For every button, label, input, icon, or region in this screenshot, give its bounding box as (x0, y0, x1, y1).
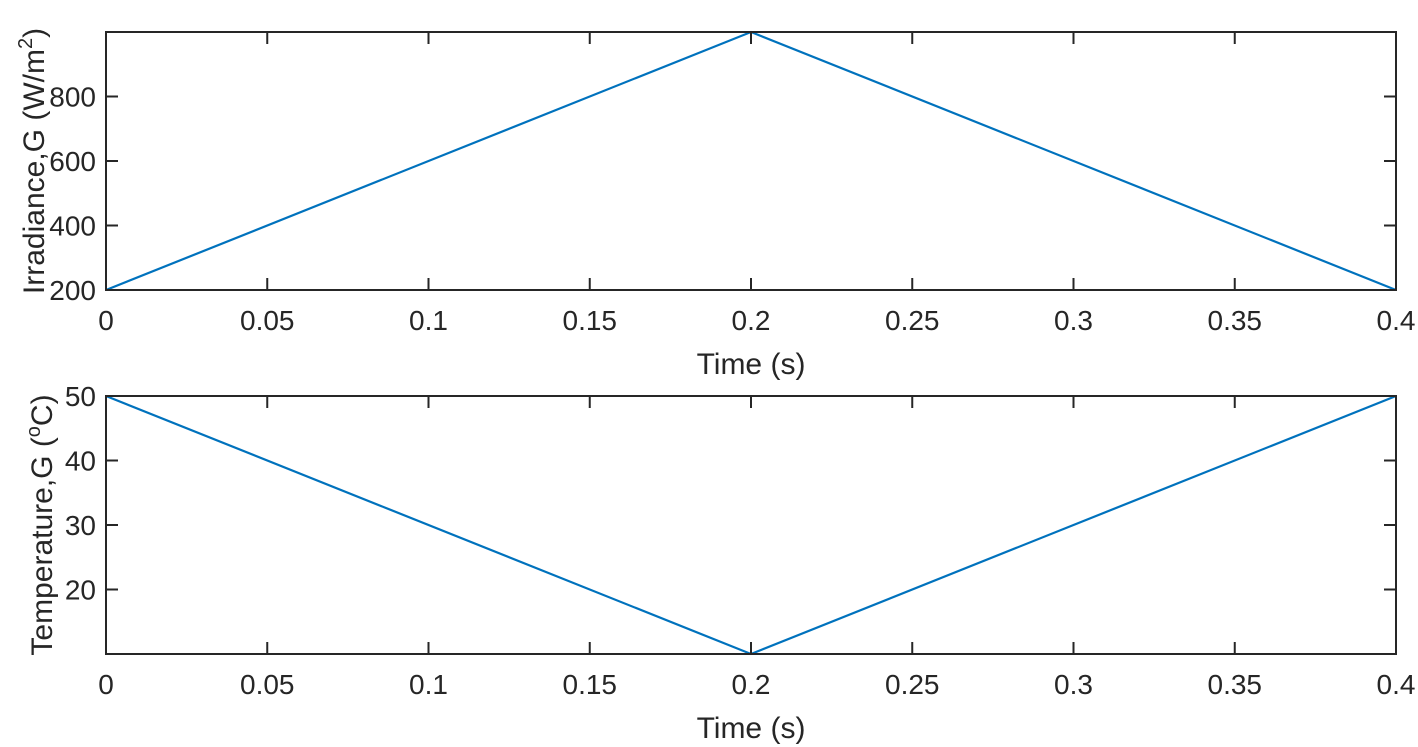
temperature-x-tick-label: 0.1 (409, 669, 448, 700)
irradiance-x-tick-label: 0.25 (885, 305, 940, 336)
temperature-chart: 0 0.05 0.1 0.15 0.2 0.25 0.3 0.35 0.4 20 30 40 50 Tim… (23, 381, 1415, 745)
irradiance-x-tick-label: 0.05 (240, 305, 295, 336)
temperature-y-tick-label: 50 (65, 381, 96, 412)
irradiance-x-tick-label: 0 (98, 305, 114, 336)
temperature-series-line (105, 394, 1397, 656)
temperature-x-axis-label: Time (s) (697, 712, 806, 745)
temperature-x-tick-label: 0.05 (240, 669, 295, 700)
temperature-x-tick-label: 0.4 (1377, 669, 1416, 700)
temperature-y-axis-label: Temperature,G (oC) (23, 394, 59, 655)
irradiance-y-tick-label: 800 (49, 82, 96, 113)
irradiance-x-tick-label: 0.4 (1377, 305, 1416, 336)
irradiance-x-tick-label: 0.3 (1054, 305, 1093, 336)
temperature-y-tick-label: 40 (65, 446, 96, 477)
irradiance-x-tick-label: 0.2 (732, 305, 771, 336)
irradiance-x-tick-label: 0.35 (1208, 305, 1263, 336)
irradiance-y-tick-label: 600 (49, 146, 96, 177)
irradiance-chart: 0 0.05 0.1 0.15 0.2 0.25 0.3 0.35 0.4 200 400 600 80… (15, 28, 1415, 381)
temperature-x-tick-label: 0.25 (885, 669, 940, 700)
irradiance-y-tick-label: 200 (49, 275, 96, 306)
temperature-y-tick-label: 30 (65, 510, 96, 541)
temperature-x-tick-label: 0.35 (1208, 669, 1263, 700)
temperature-x-tick-label: 0.3 (1054, 669, 1093, 700)
irradiance-axes-box (105, 31, 1397, 291)
irradiance-x-tick-label: 0.15 (563, 305, 618, 336)
irradiance-x-tick-label: 0.1 (409, 305, 448, 336)
irradiance-series-line (105, 30, 1397, 292)
irradiance-y-tick-label: 400 (49, 211, 96, 242)
irradiance-y-axis-label: Irradiance,G (W/m2) (15, 28, 51, 294)
temperature-x-tick-label: 0 (98, 669, 114, 700)
temperature-y-tick-label: 20 (65, 575, 96, 606)
temperature-x-tick-label: 0.2 (732, 669, 771, 700)
irradiance-x-axis-label: Time (s) (697, 348, 806, 381)
temperature-axes-box (105, 395, 1397, 655)
temperature-x-tick-label: 0.15 (563, 669, 618, 700)
